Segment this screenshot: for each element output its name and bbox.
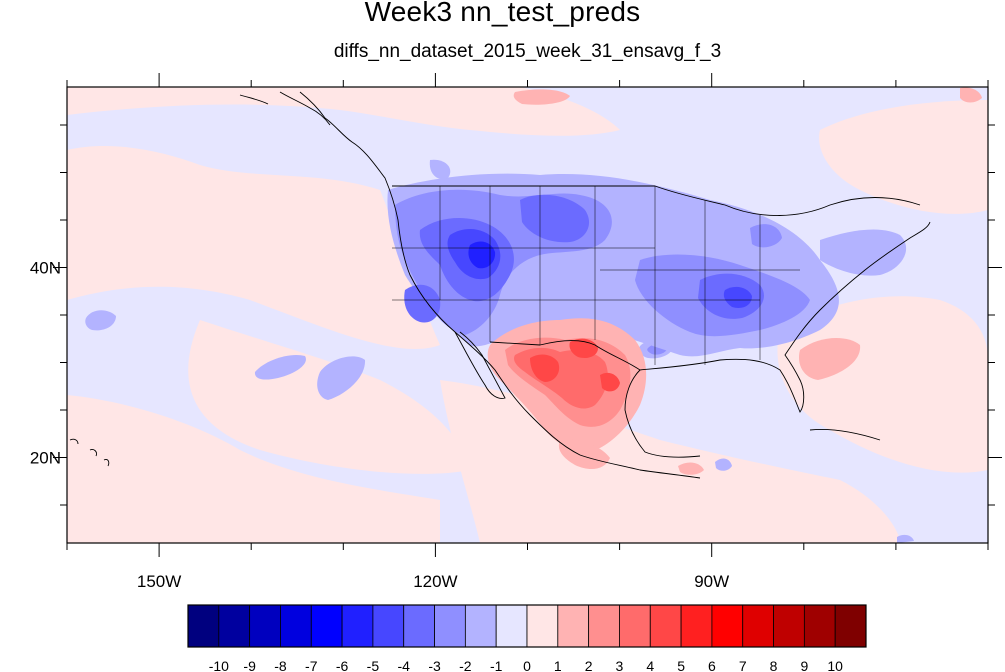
alaska-coast [239,91,331,126]
colorbar-swatch [341,604,374,648]
colorbar-swatch [434,604,466,648]
colorbar-label: 10 [827,658,843,672]
y-tick-label: 40N [30,259,61,278]
colorbar-swatch [310,604,343,648]
colorbar-swatch [526,604,559,648]
colorbar-label: -5 [367,658,380,672]
colorbar-label: 8 [770,658,778,672]
colorbar-swatch [495,604,528,648]
hawaii-islands [69,438,110,467]
us-mexico-border [489,340,641,371]
colorbar-swatch [557,604,590,648]
colorbar-swatch [187,604,220,648]
colorbar-label: -3 [428,658,441,672]
colorbar-label: 5 [677,658,685,672]
plot-title: Week3 nn_test_preds [364,0,641,27]
colorbar-label: -1 [490,658,503,672]
colorbar-swatch [803,604,836,648]
colorbar-swatch [742,604,774,648]
plot-subtitle: diffs_nn_dataset_2015_week_31_ensavg_f_3 [333,41,722,62]
colorbar-swatch [372,604,405,648]
pacific-coastline [299,91,701,479]
data-field [67,87,988,543]
colorbar-label: 4 [646,658,654,672]
x-tick-label: 90W [694,572,729,591]
gulf-coast [639,221,931,413]
y-tick-label: 20N [30,449,61,468]
map-ticks: 150W 120W 90W 40N 20N [30,73,1002,591]
colorbar-swatch [588,604,620,648]
colorbar-label: -2 [459,658,472,672]
colorbar-swatch [403,604,435,648]
cuba-coast [809,429,881,441]
colorbar-label: 7 [739,658,747,672]
colorbar-swatch [249,604,281,648]
mexico-gulf-coast [624,369,701,458]
colorbar-label: 2 [585,658,593,672]
colorbar-label: 0 [523,658,531,672]
colorbar-label: -10 [209,658,229,672]
colorbar-label: -6 [336,658,349,672]
colorbar-label: 1 [554,658,562,672]
colorbar-swatch [218,604,251,648]
colorbar-swatch [711,604,744,648]
colorbar-swatch [649,604,682,648]
colorbar-swatch [280,604,312,648]
colorbar-swatch [773,604,805,648]
colorbar-swatch [464,604,497,648]
x-tick-label: 120W [413,572,457,591]
colorbar-label: -7 [305,658,318,672]
field-us-negative [387,159,907,357]
colorbar-frame [187,604,867,648]
colorbar-label: 3 [616,658,624,672]
coastlines [69,91,931,479]
colorbar-label: -9 [243,658,256,672]
colorbar-swatch [834,604,867,648]
colorbar-label: 6 [708,658,716,672]
colorbar-swatch [680,604,713,648]
colorbar-label: 9 [800,658,808,672]
colorbar: -10 -9 -8 -7 -6 -5 -4 -3 -2 -1 0 1 2 3 4 5 6 7 8 9 10 [187,604,867,672]
x-tick-label: 150W [137,572,181,591]
us-canada-border [392,185,921,216]
us-state-lines [392,186,800,365]
colorbar-label: -8 [274,658,287,672]
baja-california [454,331,506,399]
field-positive-anomaly [487,87,982,475]
colorbar-label: -4 [398,658,411,672]
colorbar-swatch [619,604,651,648]
